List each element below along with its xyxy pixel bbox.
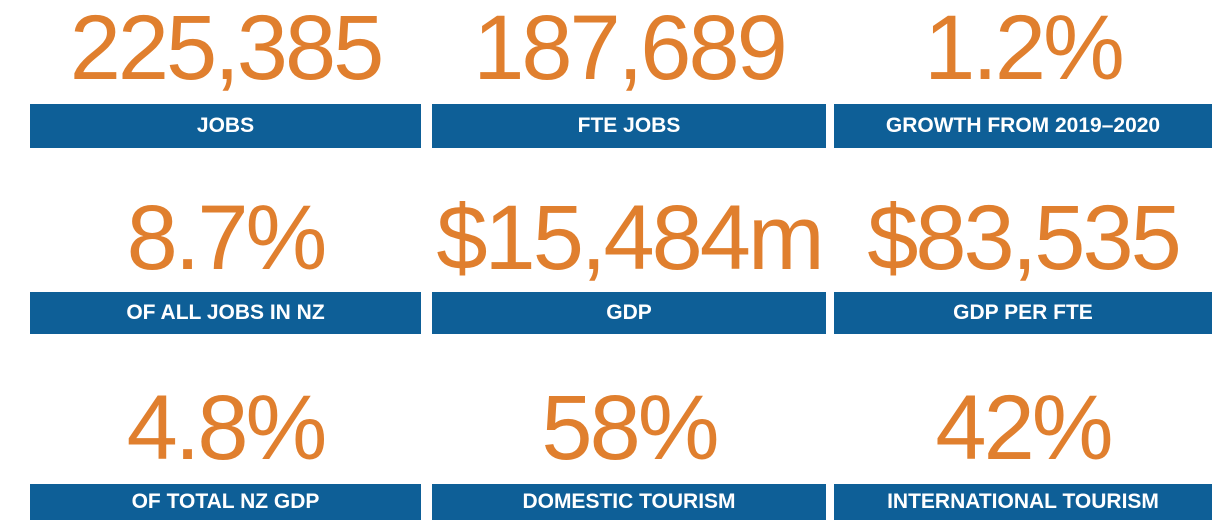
stat-value: $83,535 [867,187,1182,289]
stat-label: FTE JOBS [432,104,826,148]
stat-label: OF TOTAL NZ GDP [30,484,421,520]
stat-label: JOBS [30,104,421,148]
stat-card: 8.7% OF ALL JOBS IN NZ [30,0,421,516]
stat-label: GDP PER FTE [834,292,1212,334]
stat-value: 4.8% [126,377,328,479]
stat-value: 1.2% [924,0,1125,99]
stat-value: 42% [935,377,1113,479]
stat-card: $83,535 GDP PER FTE [834,0,1212,516]
stat-card: 42% INTERNATIONAL TOURISM [834,0,1212,520]
stat-value: 8.7% [126,187,328,289]
stat-label: DOMESTIC TOURISM [432,484,826,520]
stat-label: INTERNATIONAL TOURISM [834,484,1212,520]
stat-value: 58% [541,377,719,479]
stat-label: GROWTH FROM 2019–2020 [834,104,1212,148]
stat-card: 58% DOMESTIC TOURISM [432,0,826,520]
stat-value: 225,385 [69,0,385,99]
stat-value: $15,484m [436,187,824,289]
stat-card: 1.2% GROWTH FROM 2019–2020 [834,0,1212,516]
stat-card: 225,385 JOBS [30,0,421,516]
stat-card: 4.8% OF TOTAL NZ GDP [30,0,421,520]
stat-value: 187,689 [473,0,788,99]
stat-label: OF ALL JOBS IN NZ [30,292,421,334]
stat-card: $15,484m GDP [432,0,826,516]
stat-card: 187,689 FTE JOBS [432,0,826,516]
stat-label: GDP [432,292,826,334]
